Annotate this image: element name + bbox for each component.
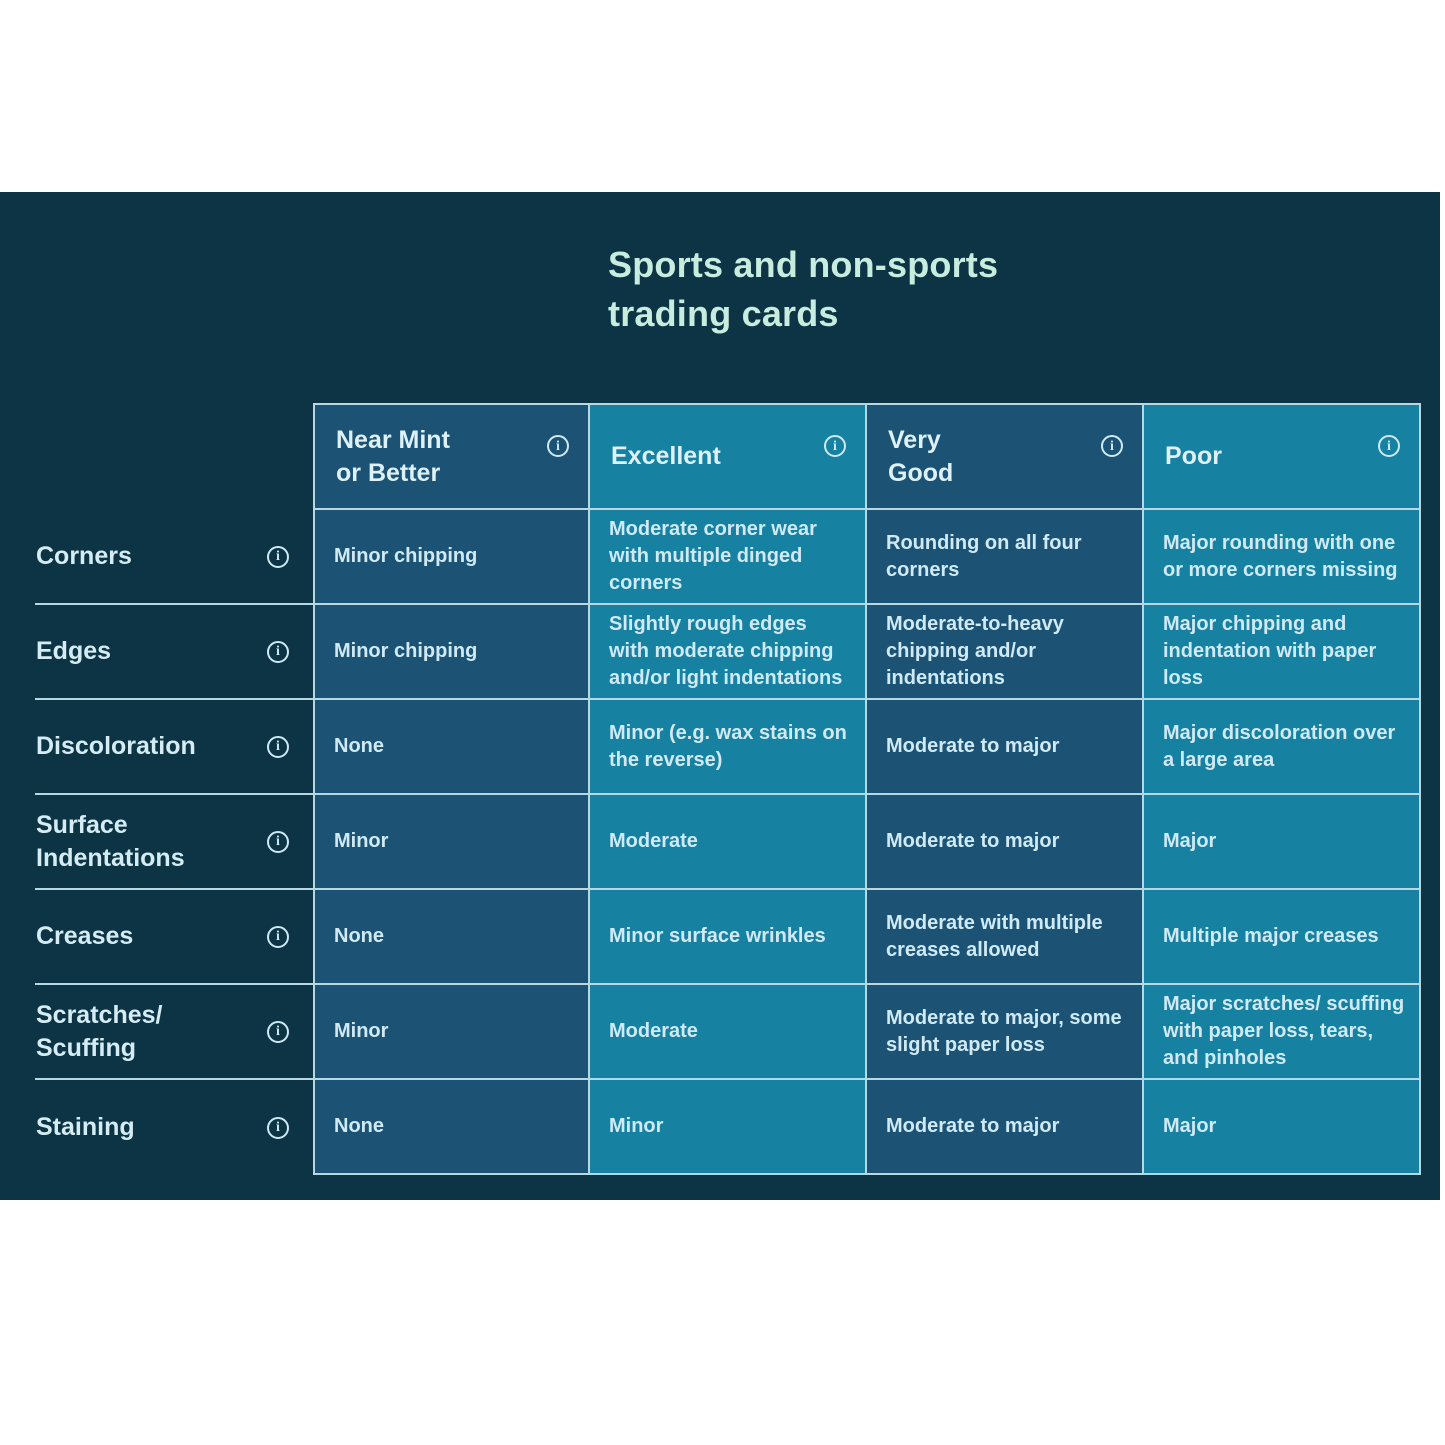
table-cell: None (313, 890, 590, 985)
table-cell: Minor chipping (313, 510, 590, 605)
table-cell: Moderate to major (867, 1080, 1144, 1175)
info-icon[interactable]: i (267, 925, 289, 948)
info-icon[interactable]: i (267, 1020, 289, 1043)
table-cell: None (313, 1080, 590, 1175)
column-header-label: Poor (1165, 442, 1222, 470)
table-cell: Major scratches/ scuffing with paper los… (1144, 985, 1421, 1080)
column-header-excellent: Excellent i (590, 403, 867, 510)
table-cell: Moderate-to-heavy chipping and/or indent… (867, 605, 1144, 700)
table-cell: Moderate to major (867, 700, 1144, 795)
table-cell: Major chipping and indentation with pape… (1144, 605, 1421, 700)
row-label-text: Creases (36, 922, 134, 950)
info-icon[interactable]: i (547, 435, 569, 457)
row-label-text: Discoloration (36, 732, 196, 760)
row-label-scratches-scuffing: Scratches/ Scuffing i (35, 985, 313, 1080)
page-title: Sports and non-sports trading cards (608, 244, 999, 334)
table-cell: None (313, 700, 590, 795)
table-cell: Moderate to major (867, 795, 1144, 890)
column-header-very-good: Very Good i (867, 403, 1144, 510)
info-icon[interactable]: i (824, 435, 846, 457)
row-label-text: Corners (36, 542, 132, 570)
grading-table: Near Mint or Better i Excellent i Very G… (35, 403, 1421, 1175)
table-cell: Major rounding with one or more corners … (1144, 510, 1421, 605)
table-cell: Moderate to major, some slight paper los… (867, 985, 1144, 1080)
column-header-label: Very Good (888, 425, 954, 487)
table-cell: Major (1144, 1080, 1421, 1175)
table-corner-spacer (35, 403, 313, 510)
table-cell: Major discoloration over a large area (1144, 700, 1421, 795)
table-cell: Minor chipping (313, 605, 590, 700)
info-icon[interactable]: i (267, 735, 289, 758)
info-icon[interactable]: i (1378, 435, 1400, 457)
info-icon[interactable]: i (267, 830, 289, 853)
table-cell: Moderate (590, 985, 867, 1080)
info-icon[interactable]: i (267, 545, 289, 568)
column-header-label: Excellent (611, 442, 721, 470)
row-label-creases: Creases i (35, 890, 313, 985)
column-header-near-mint-or-better: Near Mint or Better i (313, 403, 590, 510)
info-icon[interactable]: i (267, 640, 289, 663)
table-cell: Multiple major creases (1144, 890, 1421, 985)
row-label-text: Staining (36, 1113, 135, 1141)
row-label-edges: Edges i (35, 605, 313, 700)
column-header-poor: Poor i (1144, 403, 1421, 510)
table-cell: Minor (313, 985, 590, 1080)
table-cell: Slightly rough edges with moderate chipp… (590, 605, 867, 700)
table-cell: Rounding on all four corners (867, 510, 1144, 605)
table-cell: Minor (e.g. wax stains on the reverse) (590, 700, 867, 795)
table-cell: Minor (590, 1080, 867, 1175)
info-icon[interactable]: i (1101, 435, 1123, 457)
row-label-text: Edges (36, 637, 112, 665)
column-header-label: Near Mint or Better (336, 425, 450, 487)
row-label-corners: Corners i (35, 510, 313, 605)
table-cell: Moderate with multiple creases allowed (867, 890, 1144, 985)
table-cell: Moderate (590, 795, 867, 890)
row-label-text: Surface Indentations (36, 810, 185, 872)
table-cell: Major (1144, 795, 1421, 890)
row-label-text: Scratches/ Scuffing (36, 1000, 163, 1062)
row-label-discoloration: Discoloration i (35, 700, 313, 795)
table-cell: Minor (313, 795, 590, 890)
row-label-surface-indentations: Surface Indentations i (35, 795, 313, 890)
row-label-staining: Staining i (35, 1080, 313, 1175)
info-icon[interactable]: i (267, 1116, 289, 1139)
table-cell: Minor surface wrinkles (590, 890, 867, 985)
table-cell: Moderate corner wear with multiple dinge… (590, 510, 867, 605)
